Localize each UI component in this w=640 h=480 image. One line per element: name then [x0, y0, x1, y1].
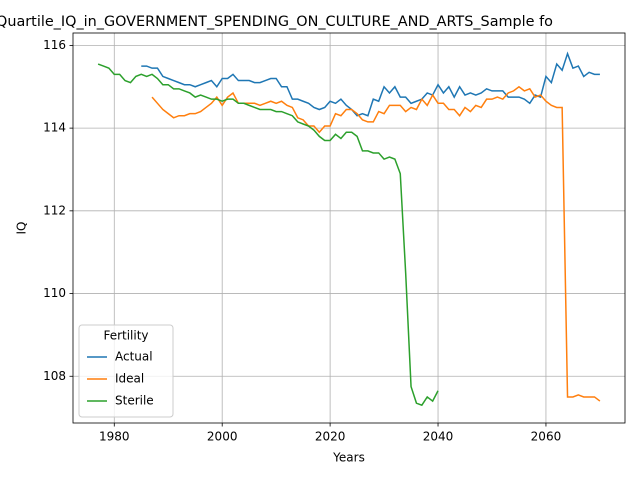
x-tick-label: 2000 — [207, 430, 238, 444]
y-tick-label: 108 — [43, 369, 66, 383]
series-line — [141, 51, 600, 117]
x-tick-label: 2060 — [531, 430, 562, 444]
y-tick-label: 114 — [43, 121, 66, 135]
y-tick-label: 110 — [43, 286, 66, 300]
axes-frame — [72, 32, 626, 424]
legend-title: Fertility — [103, 329, 148, 343]
x-tick-label: 2040 — [423, 430, 454, 444]
y-tick-label: 116 — [43, 38, 66, 52]
legend-box — [78, 324, 174, 418]
chart-title: Quartile_IQ_in_GOVERNMENT_SPENDING_ON_CU… — [0, 14, 553, 30]
legend-label: Ideal — [115, 372, 144, 386]
x-tick-label: 1980 — [99, 430, 130, 444]
legend-label: Sterile — [115, 394, 154, 408]
series-line — [97, 63, 439, 407]
x-axis-label: Years — [332, 451, 365, 465]
legend-label: Actual — [115, 350, 153, 364]
x-tick-label: 2020 — [315, 430, 346, 444]
series-line — [151, 85, 601, 402]
y-tick-label: 112 — [43, 203, 66, 217]
y-axis-label: IQ — [15, 222, 29, 235]
